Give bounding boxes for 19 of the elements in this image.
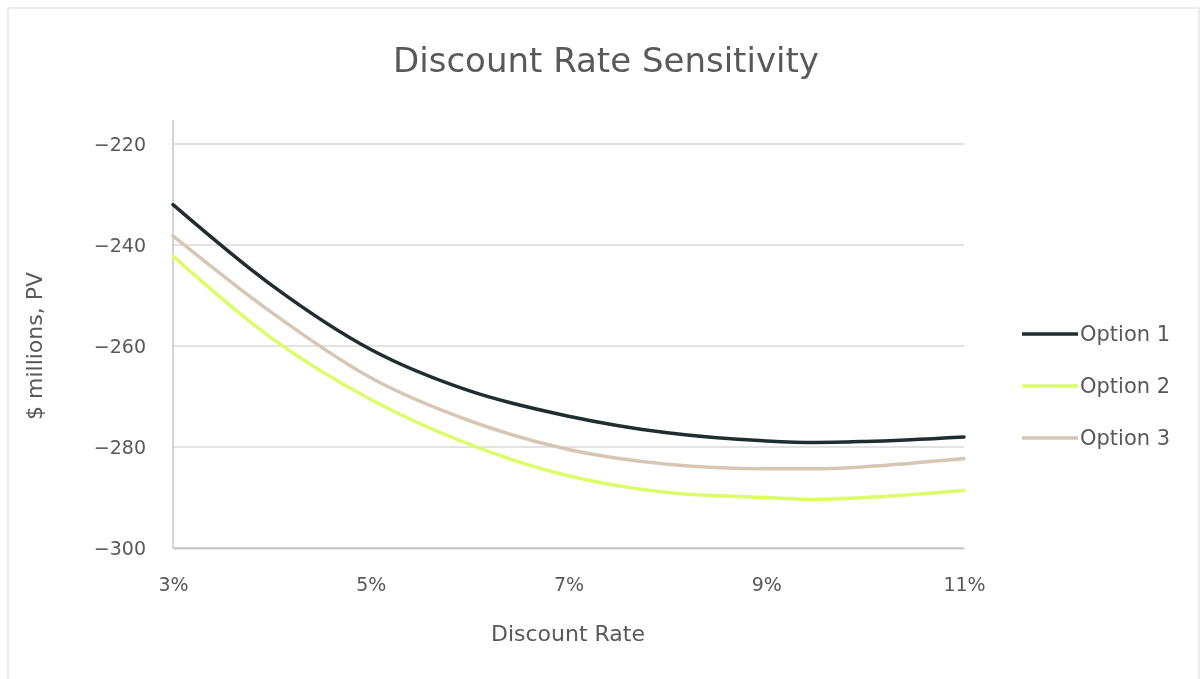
y-tick-label: −260 [93, 334, 146, 357]
y-tick-label: −240 [93, 233, 146, 256]
x-tick-label: 9% [751, 573, 782, 596]
legend-label: Option 1 [1080, 322, 1171, 346]
legend-label: Option 3 [1080, 426, 1171, 450]
line-series [171, 254, 966, 502]
y-tick-label: −300 [93, 536, 146, 559]
legend-label: Option 2 [1080, 374, 1171, 398]
x-tick-label: 7% [553, 573, 585, 596]
x-tick-label: 5% [356, 573, 387, 596]
y-tick-label: −220 [93, 132, 146, 155]
x-tick-label: 3% [158, 573, 189, 596]
x-tick-label: 11% [943, 573, 986, 596]
x-axis-title: Discount Rate [490, 621, 646, 646]
line-series [171, 202, 966, 445]
chart-title: Discount Rate Sensitivity [393, 40, 819, 80]
line-series [171, 234, 966, 471]
y-tick-label: −280 [93, 435, 146, 458]
y-axis-title: $ millions, PV [22, 271, 47, 421]
